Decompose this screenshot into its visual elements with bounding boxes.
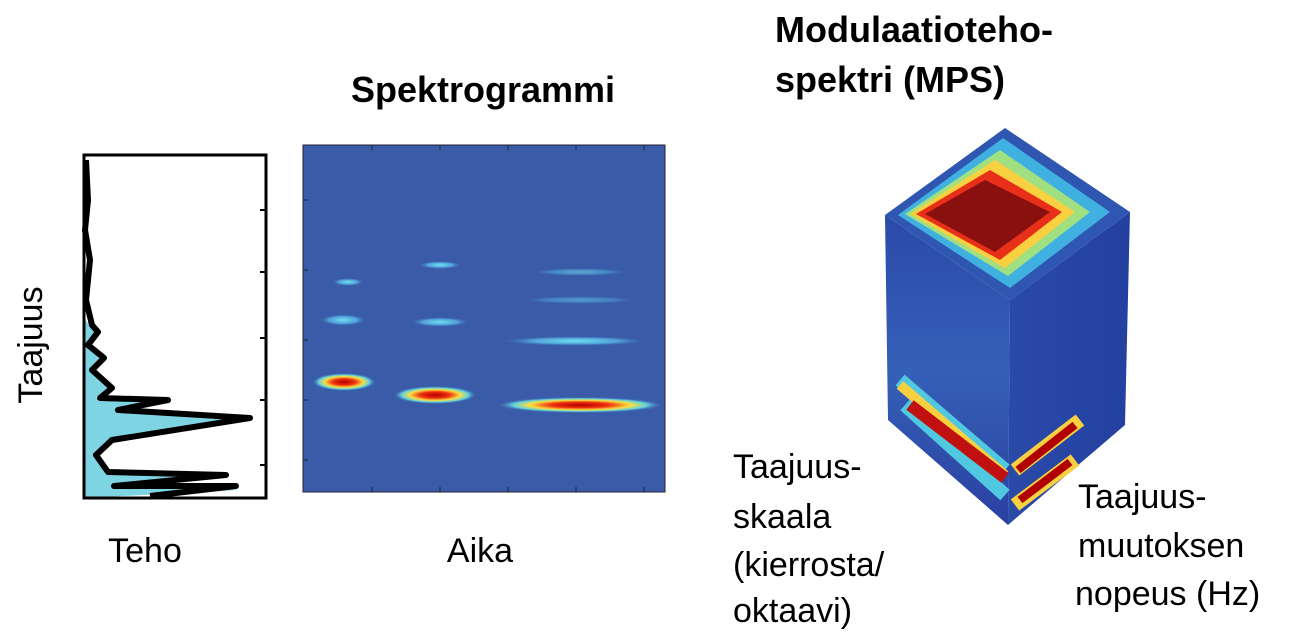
spectral-blob [520,296,640,304]
spectral-blob [410,317,470,327]
spectrogram [303,145,665,492]
spectral-blob [312,373,376,391]
spectral-blob [393,386,477,404]
spectral-blob [496,397,664,413]
mps-title: spektri (MPS) [775,59,1005,100]
power-y-label: Taajuus [12,286,50,403]
spectral-blob [319,314,367,326]
spectral-blob [530,268,630,276]
spectrogram-title: Spektrogrammi [351,69,615,110]
spectral-blob [332,278,364,286]
mps-title: Modulaatioteho- [775,9,1053,50]
mps-left-label: Taajuus- [733,448,862,486]
spectral-blob [500,336,650,346]
mps-left-label: skaala [733,498,831,536]
spectral-blob [418,261,462,269]
mps-left-label: (kierrosta/ [733,546,885,584]
power-panel [84,155,266,498]
mps-left-label: oktaavi) [733,592,852,630]
mps-right-label: muutoksen [1078,527,1244,565]
mps-cube [885,128,1130,525]
figure: Taajuus Teho Spektrogrammi Aika Modulaat… [0,0,1314,633]
mps-right-label: nopeus (Hz) [1075,575,1260,613]
power-curve [85,160,250,496]
power-x-label: Teho [108,532,182,570]
power-frame [84,155,266,498]
mps-right-label: Taajuus- [1078,478,1207,516]
spectrogram-x-label: Aika [447,532,513,570]
